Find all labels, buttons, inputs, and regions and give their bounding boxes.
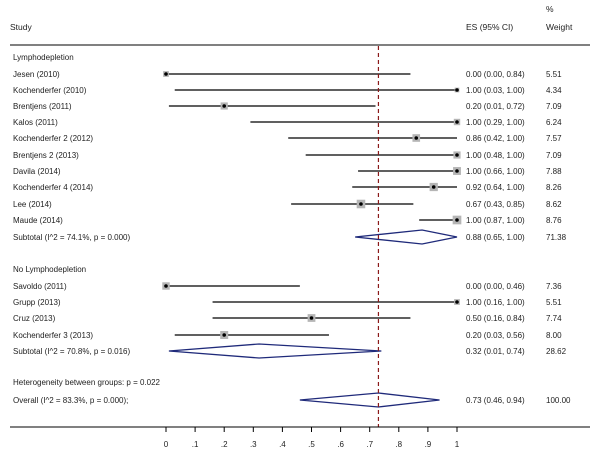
- overall-diamond: [299, 392, 440, 408]
- study-row-label: Grupp (2013): [13, 298, 61, 307]
- study-row-ci-text: 1.00 (0.29, 1.00): [466, 118, 525, 127]
- x-tick-label: .5: [308, 440, 315, 449]
- study-row-label: Lee (2014): [13, 200, 52, 209]
- subtotal-diamond: [168, 343, 382, 359]
- study-row-label: Kochenderfer 2 (2012): [13, 134, 93, 143]
- header-pct: %: [546, 4, 554, 14]
- study-row-weight: 6.24: [546, 118, 562, 127]
- subtotal-row-label: Subtotal (I^2 = 70.8%, p = 0.016): [13, 347, 131, 356]
- x-axis: 0 .1 .2 .3 .4 .5 .6 .7 .8 .9 1: [164, 427, 460, 449]
- study-row-weight: 7.88: [546, 167, 562, 176]
- subtotal-diamond: [355, 229, 458, 245]
- point-estimate: [164, 284, 168, 288]
- study-row-ci-text: 1.00 (0.48, 1.00): [466, 151, 525, 160]
- point-estimate: [309, 316, 314, 320]
- x-tick-label: .1: [192, 440, 199, 449]
- x-tick-label: .2: [221, 440, 228, 449]
- point-estimate: [164, 72, 168, 76]
- study-row-ci-text: 0.00 (0.00, 0.84): [466, 70, 525, 79]
- study-row-weight: 8.00: [546, 331, 562, 340]
- study-row-ci-text: 0.20 (0.03, 0.56): [466, 331, 525, 340]
- x-tick-label: .8: [395, 440, 402, 449]
- point-estimate: [414, 136, 419, 140]
- overall-row-label: Overall (I^2 = 83.3%, p = 0.000);: [13, 396, 128, 405]
- study-row-label: Jesen (2010): [13, 70, 60, 79]
- study-row-label: Cruz (2013): [13, 314, 56, 323]
- study-row-ci-text: 1.00 (0.03, 1.00): [466, 86, 525, 95]
- header-es: ES (95% CI): [466, 22, 513, 32]
- x-tick-label: .6: [337, 440, 344, 449]
- subtotal-row-ci-text: 0.88 (0.65, 1.00): [466, 233, 525, 242]
- study-row-label: Kochenderfer (2010): [13, 86, 87, 95]
- study-row-weight: 7.57: [546, 134, 562, 143]
- study-row-weight: 8.26: [546, 183, 562, 192]
- point-estimate: [455, 88, 459, 92]
- x-tick-label: 1: [455, 440, 460, 449]
- study-row-ci-text: 0.86 (0.42, 1.00): [466, 134, 525, 143]
- overall-row-ci-text: 0.73 (0.46, 0.94): [466, 396, 525, 405]
- study-row-label: Brentjens (2011): [13, 102, 72, 111]
- study-row-weight: 7.36: [546, 282, 562, 291]
- point-estimate: [455, 300, 459, 304]
- x-tick-label: .9: [425, 440, 432, 449]
- point-estimate: [359, 202, 363, 206]
- study-row-ci-text: 1.00 (0.16, 1.00): [466, 298, 525, 307]
- study-row-ci-text: 0.92 (0.64, 1.00): [466, 183, 525, 192]
- study-row-label: Kochenderfer 3 (2013): [13, 331, 93, 340]
- subtotal-row-weight: 28.62: [546, 347, 567, 356]
- study-row-label: Maude (2014): [13, 216, 63, 225]
- overall-row-weight: 100.00: [546, 396, 571, 405]
- point-estimate: [455, 169, 459, 173]
- x-tick-label: .4: [279, 440, 286, 449]
- point-estimate: [455, 153, 459, 157]
- subtotal-row-ci-text: 0.32 (0.01, 0.74): [466, 347, 525, 356]
- study-row-label: Savoldo (2011): [13, 282, 67, 291]
- study-row-weight: 7.09: [546, 151, 562, 160]
- study-row-ci-text: 0.20 (0.01, 0.72): [466, 102, 525, 111]
- study-row-weight: 8.76: [546, 216, 562, 225]
- study-row-ci-text: 1.00 (0.66, 1.00): [466, 167, 525, 176]
- study-row-label: Kochenderfer 4 (2014): [13, 183, 93, 192]
- study-row-label: Kalos (2011): [13, 118, 58, 127]
- point-estimate: [455, 218, 459, 222]
- x-tick-label: 0: [164, 440, 169, 449]
- study-row-label: Davila (2014): [13, 167, 61, 176]
- group-heading: Lymphodepletion: [13, 53, 74, 62]
- study-row-ci-text: 1.00 (0.87, 1.00): [466, 216, 525, 225]
- point-estimate: [222, 333, 226, 337]
- study-row-ci-text: 0.50 (0.16, 0.84): [466, 314, 525, 323]
- group-heading: No Lymphodepletion: [13, 265, 86, 274]
- point-estimate: [431, 185, 436, 189]
- study-row-weight: 7.09: [546, 102, 562, 111]
- study-row-ci-text: 0.00 (0.00, 0.46): [466, 282, 525, 291]
- study-row-weight: 5.51: [546, 70, 562, 79]
- heterogeneity-text: Heterogeneity between groups: p = 0.022: [13, 378, 161, 387]
- point-estimate: [455, 120, 459, 124]
- study-row-ci-text: 0.67 (0.43, 0.85): [466, 200, 525, 209]
- header-weight: Weight: [546, 22, 573, 32]
- study-row-weight: 8.62: [546, 200, 562, 209]
- subtotal-row-label: Subtotal (I^2 = 74.1%, p = 0.000): [13, 233, 131, 242]
- point-estimate: [222, 104, 226, 108]
- study-row-label: Brentjens 2 (2013): [13, 151, 79, 160]
- forest-rows: Lymphodepletion Jesen (2010) 0.00 (0.00, 0…: [13, 46, 571, 427]
- header-study: Study: [10, 22, 32, 32]
- study-row-weight: 4.34: [546, 86, 562, 95]
- x-tick-label: .3: [250, 440, 257, 449]
- study-row-weight: 5.51: [546, 298, 562, 307]
- x-tick-label: .7: [366, 440, 373, 449]
- study-row-weight: 7.74: [546, 314, 562, 323]
- subtotal-row-weight: 71.38: [546, 233, 567, 242]
